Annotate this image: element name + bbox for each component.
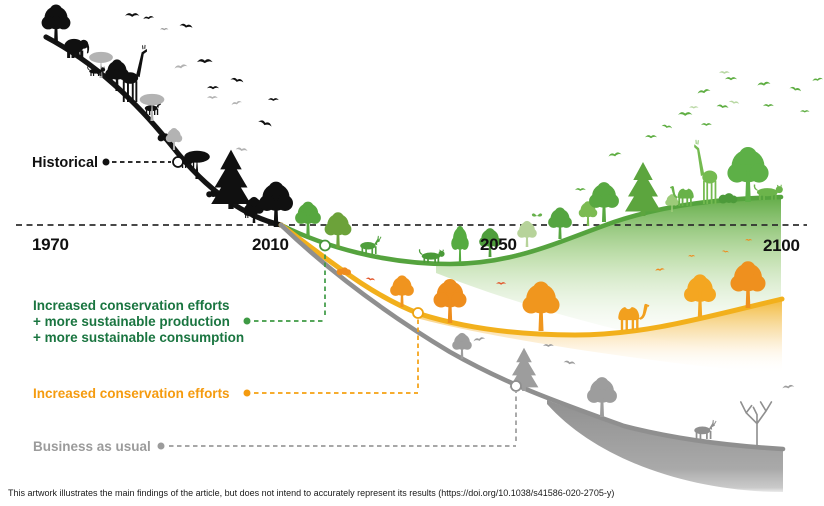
bird-icon xyxy=(701,123,712,126)
bird-icon xyxy=(608,151,622,158)
figure-caption: This artwork illustrates the main findin… xyxy=(8,488,614,498)
green-scenario-label-line1: Increased conservation efforts xyxy=(33,298,230,313)
umbrella-tree-icon xyxy=(139,93,165,121)
gray-scenario-label: Business as usual xyxy=(33,439,151,454)
bird-icon xyxy=(763,104,774,107)
deer-icon xyxy=(360,235,382,254)
bush-icon xyxy=(718,193,738,204)
historical-label: Historical xyxy=(32,155,98,171)
axis-year-2010: 2010 xyxy=(252,235,289,254)
bare-tree-icon xyxy=(739,401,773,448)
bird-icon xyxy=(575,188,586,191)
bird-icon xyxy=(782,384,795,390)
bird-icon xyxy=(725,77,737,81)
bird-icon xyxy=(697,88,711,95)
bird-icon xyxy=(230,77,244,84)
pine-tree-icon xyxy=(625,162,661,216)
bird-icon xyxy=(197,59,213,64)
pine-tree-icon xyxy=(211,149,251,209)
orange-scenario-curve xyxy=(278,222,785,338)
bird-icon xyxy=(365,277,376,282)
bird-icon xyxy=(473,336,486,343)
bird-icon xyxy=(257,119,273,128)
bird-icon xyxy=(689,106,699,109)
orange-label-dot xyxy=(243,389,251,397)
bird-icon xyxy=(179,23,193,29)
bird-icon xyxy=(268,98,279,101)
round-tree-icon xyxy=(165,128,183,150)
orange-scenario-label: Increased conservation efforts xyxy=(33,386,230,401)
bird-icon xyxy=(678,112,693,116)
round-tree-icon xyxy=(548,207,572,239)
bird-icon xyxy=(207,86,219,90)
historical-curve-marker xyxy=(172,156,184,168)
bird-icon xyxy=(207,96,218,99)
orange-curve-marker xyxy=(412,307,424,319)
bird-icon xyxy=(235,147,248,152)
bird-icon xyxy=(719,71,730,74)
axis-year-2100: 2100 xyxy=(763,236,800,255)
bird-icon xyxy=(125,13,140,17)
orange-leader-line xyxy=(254,319,419,394)
gray-label-dot xyxy=(157,442,165,450)
bird-icon xyxy=(789,86,802,93)
scenario-fills xyxy=(420,197,783,492)
bird-icon xyxy=(812,77,824,82)
bird-icon xyxy=(143,15,155,20)
antelope-icon xyxy=(694,419,717,439)
round-tree-icon xyxy=(587,377,617,417)
bird-icon xyxy=(716,104,729,109)
gray-leader-line xyxy=(169,392,517,447)
bird-icon xyxy=(800,110,810,113)
historical-label-dot xyxy=(102,158,110,166)
round-tree-icon xyxy=(451,225,469,263)
green-curve-marker xyxy=(319,239,331,252)
bird-icon xyxy=(160,28,169,31)
bird-icon xyxy=(661,124,673,130)
green-scenario-label-line2: + more sustainable production xyxy=(33,314,230,329)
gray-scenario-fill xyxy=(547,400,783,492)
green-leader-line xyxy=(254,251,326,322)
elephant-icon xyxy=(64,38,90,58)
bird-icon xyxy=(563,360,576,366)
leader-lines xyxy=(102,156,522,450)
giraffe-icon xyxy=(694,139,718,204)
historical-silhouettes xyxy=(41,4,293,227)
text-labels: Historical 1970 2010 2050 2100 Increased… xyxy=(8,155,800,498)
green-scenario-label-line3: + more sustainable consumption xyxy=(33,330,244,345)
bird-icon xyxy=(757,81,771,87)
bird-icon xyxy=(231,100,243,106)
bird-icon xyxy=(728,100,740,105)
butterfly-icon xyxy=(531,213,543,217)
gray-curve-marker xyxy=(510,380,522,392)
bird-icon xyxy=(174,63,188,70)
axis-year-2050: 2050 xyxy=(480,235,517,254)
axis-year-1970: 1970 xyxy=(32,235,69,254)
round-tree-icon xyxy=(433,279,467,323)
green-scenario-curve xyxy=(278,194,784,267)
bird-icon xyxy=(645,135,657,139)
green-label-dot xyxy=(243,317,251,325)
